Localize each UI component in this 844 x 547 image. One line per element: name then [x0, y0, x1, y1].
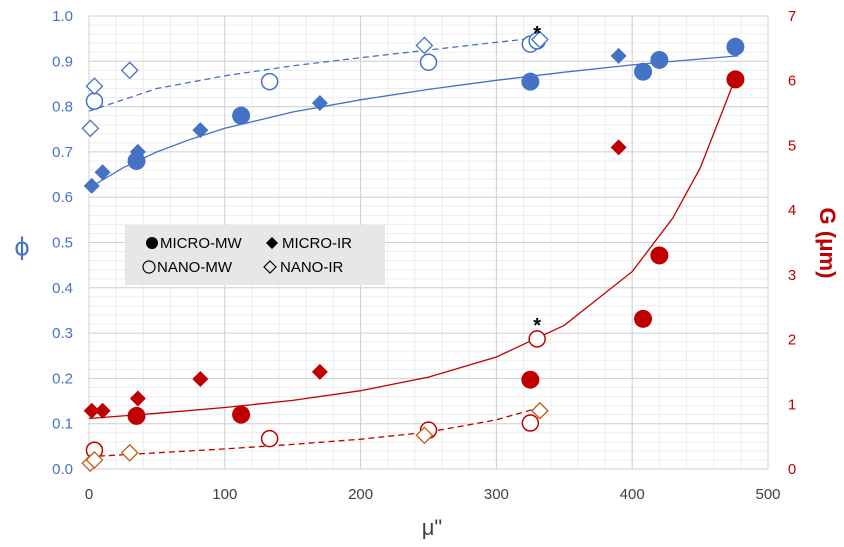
trendline-phi-solid [88, 55, 739, 189]
x-tick-label: 400 [620, 486, 645, 503]
legend-label-micro-ir: MICRO-IR [282, 235, 352, 252]
point-micro-mw-g [232, 405, 251, 424]
point-micro-mw-g [521, 370, 540, 389]
legend: MICRO-MW MICRO-IR NANO-MW NANO-IR [125, 225, 385, 285]
point-nano-ir-g [85, 451, 104, 469]
point-micro-ir-phi [610, 47, 627, 64]
annotation-asterisk: * [533, 315, 541, 337]
y-left-tick-label: 0.8 [52, 99, 73, 116]
point-micro-ir-g [83, 402, 100, 419]
point-micro-ir-g [192, 371, 209, 388]
y-left-tick-label: 0.0 [52, 461, 73, 478]
y-left-tick-label: 0.1 [52, 416, 73, 433]
point-micro-ir-phi [192, 122, 209, 139]
point-micro-mw-g [634, 309, 653, 328]
y-right-tick-label: 2 [788, 332, 796, 349]
point-micro-mw-g [726, 70, 745, 89]
point-nano-mw-g [528, 330, 546, 348]
grid [88, 15, 769, 470]
point-micro-ir-phi [129, 143, 146, 160]
axes: 0 100 200 300 400 500 0.0 0.1 0.2 0.3 0.4 0.5 0.6 0.7… [52, 8, 796, 503]
point-micro-mw-phi [521, 72, 540, 91]
point-micro-ir-g [610, 139, 627, 156]
point-nano-mw-phi [260, 72, 279, 91]
legend-marker-nano-ir [263, 260, 277, 274]
x-tick-label: 300 [484, 486, 509, 503]
point-nano-ir-phi [85, 77, 104, 96]
trendlines [88, 36, 739, 458]
legend-box [125, 225, 385, 285]
y-left-tick-label: 0.4 [52, 280, 73, 297]
legend-label-micro-mw: MICRO-MW [160, 235, 242, 252]
y-right-tick-label: 7 [788, 8, 796, 25]
x-axis-title: μ" [422, 515, 443, 540]
point-nano-mw-g [260, 429, 279, 448]
point-micro-mw-phi [232, 106, 251, 125]
y-right-tick-label: 3 [788, 267, 796, 284]
x-tick-label: 500 [755, 486, 780, 503]
legend-marker-nano-mw [142, 260, 156, 274]
y-axis-right-title: G (μm) [815, 208, 840, 279]
point-nano-ir-phi [415, 36, 434, 55]
y-left-tick-label: 1.0 [52, 8, 73, 25]
point-nano-ir-g [530, 401, 549, 420]
point-nano-ir-g [120, 443, 139, 462]
y-left-tick-label: 0.7 [52, 144, 73, 161]
point-micro-mw-phi [634, 62, 653, 81]
y-left-tick-label: 0.6 [52, 189, 73, 206]
point-micro-mw-phi [726, 37, 745, 56]
trendline-phi-dashed [88, 36, 544, 112]
point-micro-mw-g [127, 406, 146, 425]
point-nano-ir-phi [120, 61, 139, 80]
point-nano-ir-g [415, 426, 434, 445]
y-left-tick-label: 0.3 [52, 325, 73, 342]
point-nano-ir-phi [530, 30, 549, 49]
y-right-tick-label: 5 [788, 137, 796, 154]
point-nano-mw-phi [85, 92, 104, 110]
y-right-tick-label: 4 [788, 202, 796, 219]
legend-marker-micro-ir [266, 237, 278, 249]
point-micro-mw-phi [650, 50, 669, 69]
y-left-tick-label: 0.2 [52, 370, 73, 387]
y-left-tick-label: 0.9 [52, 53, 73, 70]
x-tick-label: 100 [212, 486, 237, 503]
point-nano-mw-g [521, 414, 540, 432]
point-micro-ir-phi [94, 164, 111, 181]
point-nano-mw-phi [419, 53, 438, 71]
point-nano-ir-phi [81, 119, 100, 138]
y-right-tick-label: 0 [788, 461, 796, 478]
point-micro-ir-g [311, 363, 328, 380]
trendline-G-solid [88, 70, 739, 420]
y-right-tick-label: 6 [788, 73, 796, 90]
y-right-tick-label: 1 [788, 396, 796, 413]
point-micro-mw-g [650, 246, 669, 265]
x-tick-label: 200 [348, 486, 373, 503]
annotation-asterisk: * [533, 23, 541, 45]
legend-marker-micro-mw [146, 237, 158, 249]
legend-label-nano-mw: NANO-MW [157, 259, 233, 276]
point-micro-ir-g [129, 390, 146, 407]
y-left-tick-label: 0.5 [52, 235, 73, 252]
annotations: ** [533, 23, 541, 337]
legend-label-nano-ir: NANO-IR [280, 259, 344, 276]
point-micro-ir-g [94, 402, 111, 419]
y-axis-left-title: ϕ [14, 233, 30, 261]
point-micro-ir-phi [83, 177, 100, 194]
data-points [81, 30, 745, 473]
x-tick-label: 0 [85, 486, 93, 503]
point-micro-ir-phi [311, 94, 328, 111]
